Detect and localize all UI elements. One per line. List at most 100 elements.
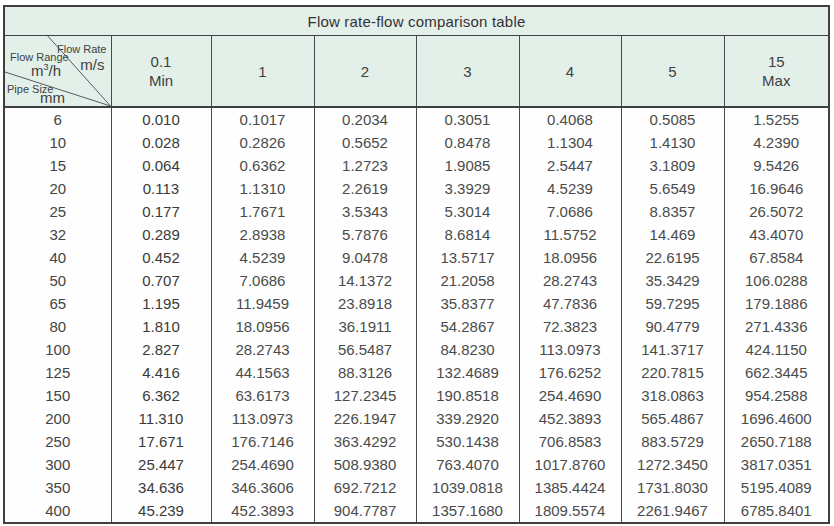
flow-value-cell: 84.8230 (416, 338, 519, 361)
flow-value-cell: 6.362 (111, 384, 211, 407)
flow-value-cell: 9.5426 (724, 154, 829, 177)
flow-value-cell: 254.4690 (519, 384, 621, 407)
column-header-value: 3 (417, 62, 519, 81)
table-row: 1254.41644.156388.3126132.4689176.625222… (4, 361, 829, 384)
flow-value-cell: 35.3429 (621, 269, 724, 292)
title-row: Flow rate-flow comparison table (4, 6, 829, 36)
flow-value-cell: 424.1150 (724, 338, 829, 361)
flow-value-cell: 45.239 (111, 499, 211, 523)
flow-value-cell: 0.6362 (211, 154, 314, 177)
flow-value-cell: 1.810 (111, 315, 211, 338)
flow-value-cell: 106.0288 (724, 269, 829, 292)
flow-value-cell: 113.0973 (519, 338, 621, 361)
flow-value-cell: 0.4068 (519, 107, 621, 131)
column-header-value: 0.1 (112, 52, 211, 71)
flow-value-cell: 5195.4089 (724, 476, 829, 499)
column-header-1: 0.1Min (111, 36, 211, 108)
table-row: 400.4524.52399.047813.571718.095622.6195… (4, 246, 829, 269)
flow-value-cell: 176.6252 (519, 361, 621, 384)
table-row: 1506.36263.6173127.2345190.8518254.46903… (4, 384, 829, 407)
flow-value-cell: 28.2743 (519, 269, 621, 292)
flow-value-cell: 14.469 (621, 223, 724, 246)
flow-value-cell: 1385.4424 (519, 476, 621, 499)
flow-value-cell: 662.3445 (724, 361, 829, 384)
flow-value-cell: 7.0686 (519, 200, 621, 223)
flow-value-cell: 0.707 (111, 269, 211, 292)
table-row: 1002.82728.274356.548784.8230113.0973141… (4, 338, 829, 361)
flow-value-cell: 9.0478 (314, 246, 416, 269)
flow-value-cell: 2261.9467 (621, 499, 724, 523)
flow-value-cell: 2.5447 (519, 154, 621, 177)
pipe-size-cell: 250 (4, 430, 111, 453)
flow-value-cell: 14.1372 (314, 269, 416, 292)
flow-value-cell: 35.8377 (416, 292, 519, 315)
flow-value-cell: 1.195 (111, 292, 211, 315)
flow-value-cell: 763.4070 (416, 453, 519, 476)
flow-value-cell: 1017.8760 (519, 453, 621, 476)
flow-value-cell: 3.5343 (314, 200, 416, 223)
flow-value-cell: 11.5752 (519, 223, 621, 246)
flow-table-page: Flow rate-flow comparison table Flow Rat… (0, 0, 834, 526)
flow-value-cell: 508.9380 (314, 453, 416, 476)
flow-range-unit-base: m (31, 62, 44, 79)
flow-value-cell: 2.8938 (211, 223, 314, 246)
pipe-size-cell: 50 (4, 269, 111, 292)
corner-pipe-size-unit: mm (40, 88, 65, 107)
flow-value-cell: 0.5652 (314, 131, 416, 154)
flow-value-cell: 0.1017 (211, 107, 314, 131)
flow-value-cell: 18.0956 (519, 246, 621, 269)
pipe-size-cell: 15 (4, 154, 111, 177)
flow-value-cell: 339.2920 (416, 407, 519, 430)
flow-comparison-table: Flow rate-flow comparison table Flow Rat… (3, 5, 830, 524)
flow-value-cell: 179.1886 (724, 292, 829, 315)
flow-value-cell: 13.5717 (416, 246, 519, 269)
flow-value-cell: 0.5085 (621, 107, 724, 131)
table-row: 320.2892.89385.78768.681411.575214.46943… (4, 223, 829, 246)
flow-value-cell: 127.2345 (314, 384, 416, 407)
flow-value-cell: 0.452 (111, 246, 211, 269)
header-row: Flow Rate m/s Flow Range m3/h Pipe Size … (4, 36, 829, 108)
flow-value-cell: 4.2390 (724, 131, 829, 154)
flow-value-cell: 47.7836 (519, 292, 621, 315)
flow-value-cell: 0.8478 (416, 131, 519, 154)
column-header-value: 1 (212, 62, 314, 81)
flow-value-cell: 11.9459 (211, 292, 314, 315)
flow-value-cell: 4.5239 (211, 246, 314, 269)
flow-value-cell: 0.2826 (211, 131, 314, 154)
column-header-value: 15 (725, 52, 829, 71)
flow-value-cell: 5.3014 (416, 200, 519, 223)
flow-value-cell: 6785.8401 (724, 499, 829, 523)
pipe-size-cell: 400 (4, 499, 111, 523)
flow-value-cell: 0.289 (111, 223, 211, 246)
flow-value-cell: 0.064 (111, 154, 211, 177)
column-header-4: 3 (416, 36, 519, 108)
flow-value-cell: 28.2743 (211, 338, 314, 361)
flow-value-cell: 0.010 (111, 107, 211, 131)
table-row: 30025.447254.4690508.9380763.40701017.87… (4, 453, 829, 476)
flow-value-cell: 34.636 (111, 476, 211, 499)
table-row: 35034.636346.3606692.72121039.08181385.4… (4, 476, 829, 499)
flow-value-cell: 11.310 (111, 407, 211, 430)
pipe-size-cell: 300 (4, 453, 111, 476)
flow-value-cell: 1.7671 (211, 200, 314, 223)
flow-value-cell: 3817.0351 (724, 453, 829, 476)
flow-value-cell: 1696.4600 (724, 407, 829, 430)
table-row: 150.0640.63621.27231.90852.54473.18099.5… (4, 154, 829, 177)
flow-value-cell: 21.2058 (416, 269, 519, 292)
column-header-2: 1 (211, 36, 314, 108)
flow-value-cell: 5.7876 (314, 223, 416, 246)
flow-value-cell: 1.2723 (314, 154, 416, 177)
corner-header-cell: Flow Rate m/s Flow Range m3/h Pipe Size … (4, 36, 111, 108)
flow-range-unit-suffix: /h (49, 62, 62, 79)
flow-value-cell: 67.8584 (724, 246, 829, 269)
table-row: 25017.671176.7146363.4292530.1438706.858… (4, 430, 829, 453)
flow-value-cell: 59.7295 (621, 292, 724, 315)
table-row: 200.1131.13102.26193.39294.52395.654916.… (4, 177, 829, 200)
column-header-sublabel: Max (725, 71, 829, 90)
flow-value-cell: 190.8518 (416, 384, 519, 407)
flow-value-cell: 43.4070 (724, 223, 829, 246)
flow-value-cell: 318.0863 (621, 384, 724, 407)
flow-value-cell: 0.2034 (314, 107, 416, 131)
table-row: 500.7077.068614.137221.205828.274335.342… (4, 269, 829, 292)
table-row: 801.81018.095636.191154.286772.382390.47… (4, 315, 829, 338)
